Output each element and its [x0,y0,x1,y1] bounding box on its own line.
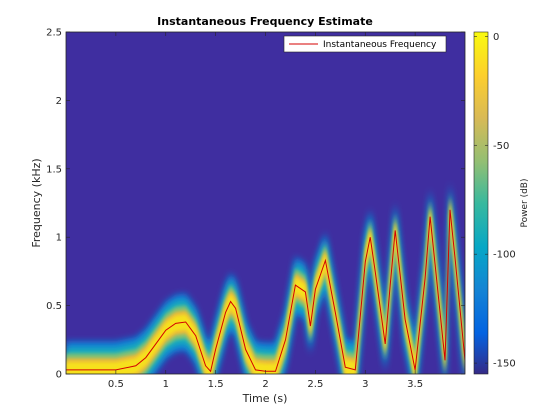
x-tick-label: 3.5 [407,379,423,390]
x-tick-label: 3 [362,379,368,390]
colorbar-gradient [473,31,489,375]
colorbar-tick-label: -50 [493,141,509,152]
chart-title: Instantaneous Frequency Estimate [157,15,373,28]
y-tick-label: 1.5 [46,164,62,175]
y-tick-label: 0.5 [46,301,62,312]
colorbar-tick-label: -150 [493,359,516,370]
colorbar-ticks: 0 -50 -100 -150 [474,32,516,370]
x-tick-label: 2.5 [307,379,323,390]
legend-box [283,35,447,53]
y-tick-label: 2.5 [46,28,62,39]
legend: Instantaneous Frequency [283,35,447,53]
y-axis-label: Frequency (kHz) [30,158,43,247]
plot-area [66,32,465,374]
plot-background [66,32,465,374]
series-line-instantaneous-frequency [66,209,465,373]
y-tick-label: 2 [56,96,62,107]
y-tick-label: 1 [56,233,62,244]
legend-entry: Instantaneous Frequency [323,40,437,50]
x-axis: 0.5 1 1.5 2 2.5 3 3.5 [108,32,423,390]
colorbar: 0 -50 -100 -150 Power (dB) [473,31,530,375]
colorbar-tick-label: -100 [493,250,516,261]
x-tick-label: 1.5 [208,379,224,390]
colorbar-tick-label: 0 [493,32,499,43]
x-tick-label: 0.5 [108,379,124,390]
x-tick-label: 1 [163,379,169,390]
y-tick-label: 0 [56,370,62,381]
colorbar-label: Power (dB) [520,179,530,228]
x-axis-label: Time (s) [242,392,288,405]
x-tick-label: 2 [262,379,268,390]
y-axis: 0 0.5 1 1.5 2 2.5 [46,28,465,381]
